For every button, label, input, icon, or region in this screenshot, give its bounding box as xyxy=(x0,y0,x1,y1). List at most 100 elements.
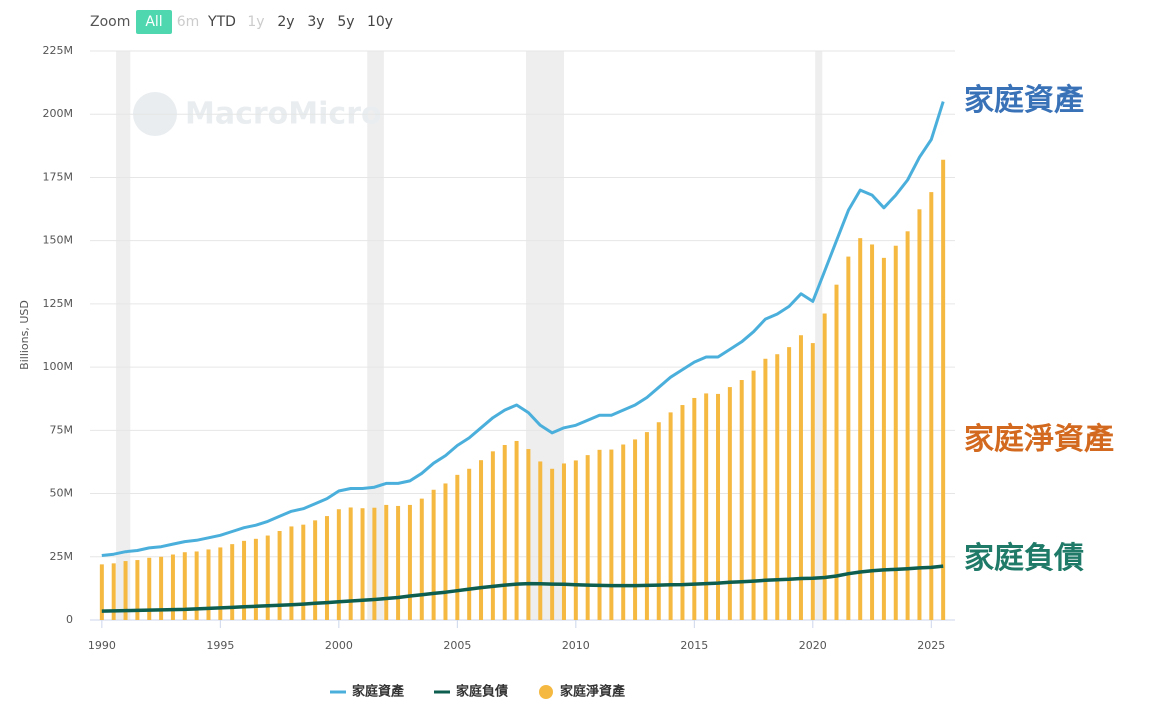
line xyxy=(101,564,944,613)
x-tick-label: 2005 xyxy=(443,639,471,652)
bar xyxy=(313,520,318,620)
line xyxy=(101,101,945,557)
bar xyxy=(407,504,412,620)
bar xyxy=(573,460,578,620)
bar xyxy=(870,244,875,620)
zoom-button[interactable]: 3y xyxy=(307,14,324,30)
y-tick-label: 150M xyxy=(43,234,74,247)
y-tick-label: 200M xyxy=(43,107,74,120)
bar xyxy=(242,540,247,620)
recession-band xyxy=(815,51,823,620)
bar xyxy=(159,556,164,620)
y-axis-title: Billions, USD xyxy=(18,300,31,370)
legend-label[interactable]: 家庭負債 xyxy=(456,684,508,700)
bar xyxy=(561,463,566,620)
zoom-button[interactable]: 5y xyxy=(337,14,354,30)
bar xyxy=(692,397,697,620)
bar xyxy=(704,393,709,620)
bar xyxy=(348,507,353,620)
bar xyxy=(633,439,638,620)
zoom-label: Zoom xyxy=(90,14,130,30)
bar xyxy=(917,209,922,620)
bar xyxy=(727,387,732,620)
bar xyxy=(277,530,282,620)
x-tick-label: 1995 xyxy=(206,639,234,652)
bar xyxy=(526,449,531,620)
bar xyxy=(206,549,211,620)
x-tick-label: 1990 xyxy=(88,639,116,652)
y-tick-label: 225M xyxy=(43,44,74,57)
bar xyxy=(775,354,780,620)
legend-label[interactable]: 家庭資產 xyxy=(352,684,404,700)
x-tick-label: 2010 xyxy=(562,639,590,652)
bar xyxy=(194,551,199,620)
bar xyxy=(597,449,602,620)
zoom-button[interactable]: 10y xyxy=(367,14,393,30)
y-tick-label: 175M xyxy=(43,170,74,183)
bar xyxy=(218,547,223,620)
bar xyxy=(941,159,946,620)
x-tick-label: 2000 xyxy=(325,639,353,652)
bar xyxy=(656,422,661,620)
bar xyxy=(739,380,744,620)
bar xyxy=(490,451,495,620)
bar xyxy=(123,561,128,620)
bar xyxy=(230,544,235,620)
bar xyxy=(455,474,460,620)
bar xyxy=(479,460,484,620)
bar xyxy=(467,468,472,620)
zoom-button-bg[interactable] xyxy=(136,10,172,34)
bar xyxy=(182,552,187,620)
bar xyxy=(147,557,152,620)
x-tick-label: 2020 xyxy=(799,639,827,652)
bar xyxy=(763,358,768,620)
bar xyxy=(443,483,448,620)
bar xyxy=(810,343,815,620)
bar xyxy=(905,231,910,620)
bar xyxy=(502,445,507,620)
bar xyxy=(431,489,436,620)
bar xyxy=(265,535,270,620)
bar xyxy=(538,461,543,620)
zoom-button[interactable]: All xyxy=(145,14,162,30)
bar xyxy=(787,347,792,620)
bar xyxy=(668,412,673,620)
bar xyxy=(680,405,685,620)
zoom-button[interactable]: 6m xyxy=(177,14,200,30)
zoom-button[interactable]: YTD xyxy=(207,14,236,30)
bar xyxy=(135,560,140,620)
legend-label[interactable]: 家庭淨資產 xyxy=(560,684,625,700)
y-tick-label: 75M xyxy=(50,423,74,436)
bar xyxy=(170,554,175,620)
bar xyxy=(893,245,898,621)
bar xyxy=(798,335,803,620)
bar xyxy=(99,564,104,620)
bar xyxy=(111,563,116,620)
annotation: 家庭資產 xyxy=(964,83,1084,118)
bar xyxy=(289,526,294,620)
zoom-button[interactable]: 2y xyxy=(277,14,294,30)
bar xyxy=(822,313,827,620)
bar xyxy=(372,507,377,620)
bar xyxy=(301,524,306,620)
recession-band xyxy=(367,51,384,620)
recession-band xyxy=(116,51,131,620)
y-tick-label: 25M xyxy=(50,550,74,563)
y-tick-label: 125M xyxy=(43,297,74,310)
bar xyxy=(846,256,851,620)
annotation: 家庭淨資產 xyxy=(964,422,1114,457)
bar xyxy=(834,284,839,620)
zoom-button[interactable]: 1y xyxy=(247,14,264,30)
recession-band xyxy=(526,51,564,620)
legend-symbol[interactable] xyxy=(539,685,553,699)
bar xyxy=(396,505,401,620)
bar xyxy=(514,440,519,620)
bar xyxy=(644,432,649,620)
bar xyxy=(609,449,614,620)
bar xyxy=(384,504,389,620)
bar xyxy=(621,444,626,620)
bar xyxy=(336,509,341,620)
bar xyxy=(324,516,329,620)
bar xyxy=(419,498,424,620)
